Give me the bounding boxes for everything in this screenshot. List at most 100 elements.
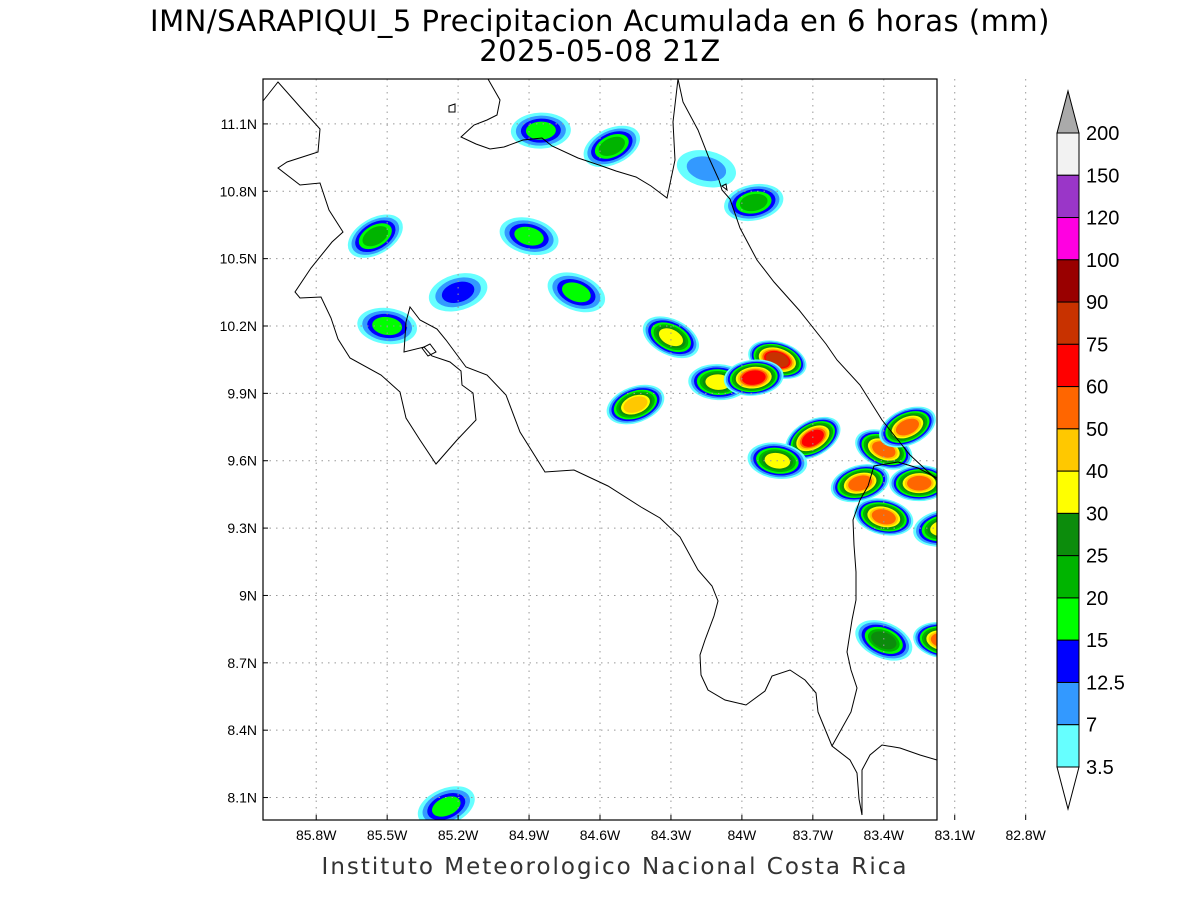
precip-contour [976, 495, 1027, 538]
colorbar-label: 90 [1086, 292, 1108, 314]
precip-contour [623, 396, 648, 413]
precip-cell [967, 487, 1037, 546]
colorbar-label: 50 [1086, 419, 1108, 441]
colorbar-label: 75 [1086, 334, 1108, 356]
colorbar-label: 60 [1086, 377, 1108, 399]
colorbar-under-arrow [1056, 766, 1080, 811]
precip-contour [432, 796, 461, 817]
precip-contour [907, 475, 932, 491]
precip-cell [879, 406, 936, 448]
lat-tick-label: 10.2N [220, 318, 257, 334]
precip-contour [598, 136, 626, 157]
precip-cell [347, 214, 403, 258]
lon-tick-label: 82.8W [1005, 827, 1046, 843]
panama-border [831, 461, 937, 747]
axis-ticks: 11.1N 10.8N 10.5N 10.2N 9.9N 9.6N 9.3N 9N 8.7N 8.… [220, 116, 1047, 843]
caribbean-coastline-east [677, 79, 937, 481]
precip-contour [981, 499, 1023, 535]
colorbar-label: 150 [1086, 165, 1119, 187]
colorbar-label: 30 [1086, 503, 1108, 525]
precip-cell [889, 465, 937, 502]
precip-contour [895, 418, 919, 436]
colorbar-segment [1056, 174, 1080, 219]
lake-island [448, 103, 456, 113]
precip-contour [992, 678, 1035, 715]
precip-cell [854, 498, 914, 536]
precip-cell [723, 359, 784, 396]
caribbean-coastline [460, 79, 679, 199]
precip-cell [642, 316, 700, 359]
precip-contour [525, 121, 556, 140]
precip-contour [1016, 612, 1059, 646]
precip-contour [988, 505, 1016, 529]
precip-contour [658, 328, 683, 347]
lon-tick-label: 83.4W [864, 827, 905, 843]
precip-cell [913, 509, 937, 547]
precip-cell [724, 183, 784, 222]
institution-footer: Instituto Meteorologico Nacional Costa R… [321, 854, 909, 880]
lat-tick-label: 9.3N [227, 520, 257, 536]
map-valid-time: 2025-05-08 21Z [479, 34, 721, 68]
colorbar-label: 12.5 [1086, 672, 1125, 694]
precip-contour [1011, 608, 1064, 650]
lat-tick-label: 9.6N [227, 453, 257, 469]
colorbar-segment [1056, 470, 1080, 514]
precip-contour [986, 503, 1019, 531]
precip-contour [801, 429, 824, 447]
precip-contour [979, 667, 1049, 727]
precip-contour [964, 634, 993, 655]
lon-tick-label: 84.9W [509, 827, 550, 843]
precip-contour [951, 625, 1005, 665]
precip-cell [979, 667, 1049, 727]
precip-contour [871, 631, 897, 650]
colorbar-label: 15 [1086, 630, 1108, 652]
lon-tick-label: 85.5W [367, 827, 408, 843]
colorbar-segment [1056, 428, 1080, 472]
colorbar-segment [1056, 681, 1080, 726]
colorbar-over-arrow [1056, 89, 1080, 134]
precip-contour [1024, 618, 1052, 640]
precip-cell [510, 112, 571, 149]
precip-contour [1013, 610, 1061, 648]
lat-tick-label: 10.8N [220, 183, 257, 199]
precip-contour [969, 489, 1034, 544]
precip-contour [983, 501, 1020, 533]
precip-contour [441, 281, 475, 303]
precip-contour [741, 370, 766, 385]
colorbar-label: 7 [1086, 715, 1097, 737]
colorbar-segment [1056, 555, 1080, 599]
precip-contour [989, 675, 1039, 718]
lon-tick-label: 84.6W [580, 827, 621, 843]
precip-contour [986, 672, 1043, 721]
precip-contour [999, 684, 1029, 710]
precip-cell [583, 125, 641, 168]
colorbar-segment [1056, 639, 1080, 683]
precip-contour [1018, 614, 1056, 644]
lon-tick-label: 83.1W [935, 827, 976, 843]
precip-contour [871, 509, 896, 525]
precip-contour [982, 669, 1045, 723]
precip-contour [979, 497, 1026, 537]
panama-coast [861, 744, 937, 815]
lat-tick-label: 8.7N [227, 655, 257, 671]
coastline [263, 79, 937, 816]
lat-tick-label: 8.1N [227, 790, 257, 806]
colorbar-segment [1056, 724, 1080, 768]
precip-contour [848, 475, 873, 491]
colorbar-segment [1056, 343, 1080, 388]
precip-contour [958, 630, 999, 661]
chira-island [421, 343, 437, 357]
colorbar-segment [1056, 386, 1080, 430]
colorbar-label: 200 [1086, 123, 1119, 145]
colorbar-segment [1056, 597, 1080, 641]
lat-tick-label: 10.5N [220, 251, 257, 267]
colorbar-segment [1056, 217, 1080, 261]
precip-contour [739, 193, 768, 212]
precip-contour [954, 627, 1002, 662]
colorbar-label: 25 [1086, 546, 1108, 568]
precip-contour [961, 632, 996, 658]
precip-contour [996, 681, 1033, 712]
graticule [263, 79, 1027, 820]
lat-tick-label: 9N [239, 587, 257, 603]
